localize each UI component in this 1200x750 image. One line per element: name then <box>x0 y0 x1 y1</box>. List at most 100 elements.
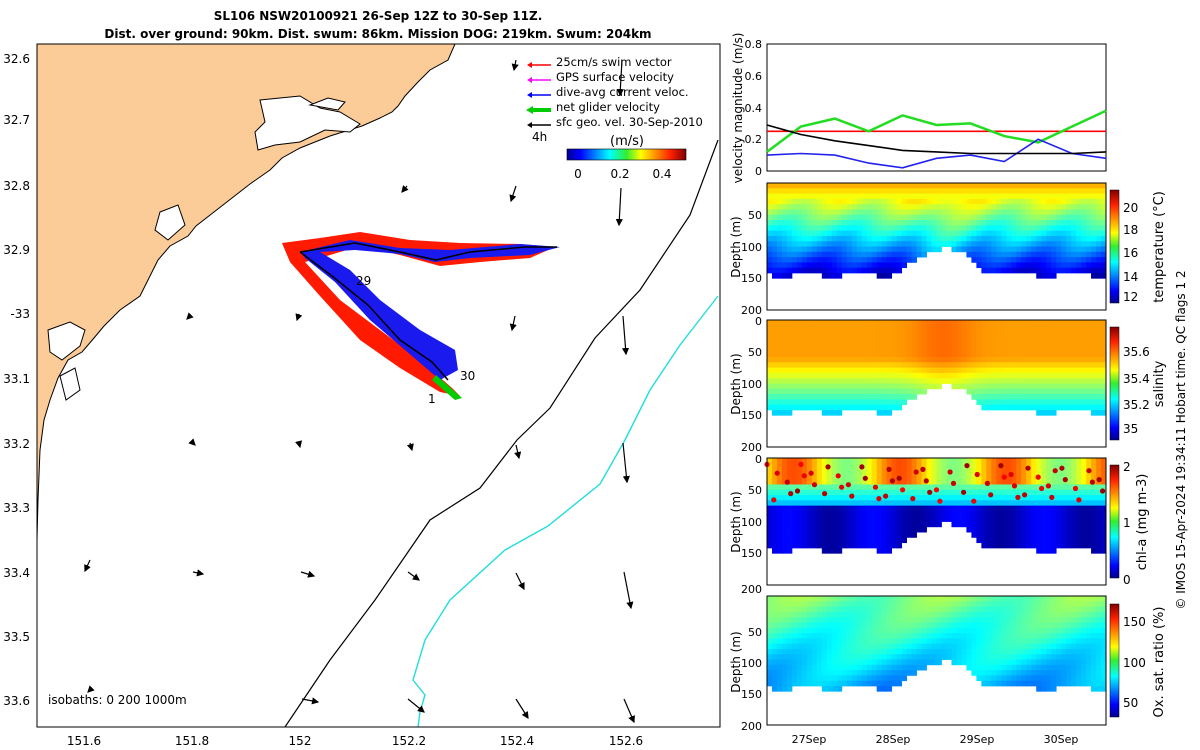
section-cell <box>1061 394 1067 400</box>
section-cell <box>891 526 898 533</box>
section-cell <box>1091 617 1097 623</box>
section-cell <box>826 330 833 337</box>
section-cell <box>801 468 808 475</box>
section-cell <box>871 463 878 469</box>
section-cell <box>1086 516 1092 522</box>
section-cell <box>1031 267 1037 274</box>
section-cell <box>1041 193 1047 200</box>
section-cell <box>951 611 957 618</box>
section-cell <box>856 468 863 475</box>
section-cell <box>906 505 912 512</box>
section-cell <box>901 489 907 496</box>
section-cell <box>996 399 1002 406</box>
section-cell <box>1051 463 1057 469</box>
section-cell <box>821 547 828 554</box>
section-cell <box>796 357 803 363</box>
section-cell <box>891 510 898 517</box>
section-cell <box>771 188 778 194</box>
section-cell <box>841 643 848 650</box>
section-cell <box>851 532 858 538</box>
section-cell <box>1096 383 1102 390</box>
section-cell <box>786 214 793 221</box>
section-cell <box>767 362 773 369</box>
section-cell <box>826 204 833 210</box>
section-cell <box>896 351 903 358</box>
track-label-30: 30 <box>460 369 475 383</box>
depth-ytick: 50 <box>748 346 762 359</box>
section-cell <box>871 495 878 501</box>
section-cell <box>921 484 927 491</box>
section-cell <box>921 378 927 384</box>
section-cell <box>846 341 853 347</box>
section-cell <box>1046 241 1052 247</box>
section-cell <box>831 325 838 331</box>
section-cell <box>826 596 833 602</box>
section-cell <box>911 664 917 671</box>
section-cell <box>891 241 898 247</box>
section-cell <box>871 204 878 210</box>
section-cell <box>771 394 778 400</box>
section-cell <box>801 372 808 379</box>
section-cell <box>776 262 783 269</box>
section-cell <box>936 654 942 660</box>
section-cell <box>891 643 898 650</box>
section-cell <box>786 526 793 533</box>
section-cell <box>771 458 778 464</box>
section-cell <box>926 204 932 210</box>
section-cell <box>1031 183 1037 189</box>
section-cell <box>906 596 912 602</box>
section-cell <box>806 654 813 660</box>
section-cell <box>901 335 907 342</box>
section-cell <box>956 611 962 618</box>
section-cell <box>906 479 912 485</box>
section-cell <box>826 680 833 687</box>
section-cell <box>791 537 798 544</box>
section-cell <box>1071 220 1077 226</box>
section-cell <box>886 320 893 326</box>
section-cell <box>767 468 773 475</box>
section-cell <box>1036 463 1042 469</box>
section-cell <box>851 654 858 660</box>
section-cell <box>986 257 992 263</box>
section-cell <box>961 510 967 517</box>
section-cell <box>816 606 823 613</box>
section-cell <box>1086 183 1092 189</box>
section-cell <box>1071 606 1077 613</box>
section-cell <box>1081 267 1087 274</box>
section-cell <box>936 463 942 469</box>
section-cell <box>801 351 808 358</box>
section-cell <box>1016 542 1022 549</box>
section-cell <box>866 611 873 618</box>
section-cell <box>906 495 912 501</box>
section-cell <box>1016 505 1022 512</box>
section-cell <box>906 230 912 237</box>
section-cell <box>1051 362 1057 369</box>
section-cell <box>831 654 838 660</box>
section-cell <box>846 330 853 337</box>
section-cell <box>881 484 888 491</box>
section-cell <box>841 399 848 406</box>
section-cell <box>1086 458 1092 464</box>
section-cell <box>1016 214 1022 221</box>
section-cell <box>821 664 828 671</box>
section-cell <box>836 648 843 655</box>
section-cell <box>1021 346 1027 353</box>
section-cell <box>1006 648 1012 655</box>
section-cell <box>1086 325 1092 331</box>
section-cell <box>971 320 977 326</box>
section-cell <box>951 346 957 353</box>
chlorophyll-sample <box>883 493 889 499</box>
section-cell <box>981 510 987 517</box>
section-cell <box>1046 272 1052 279</box>
section-cell <box>791 473 798 480</box>
section-cell <box>881 188 888 194</box>
section-cell <box>791 362 798 369</box>
section-cell <box>956 473 962 480</box>
oxygen-field <box>767 596 1107 723</box>
section-cell <box>936 617 942 623</box>
section-cell <box>881 633 888 639</box>
section-cell <box>856 606 863 613</box>
section-cell <box>841 383 848 390</box>
section-cell <box>1041 521 1047 528</box>
salinity-colorbar <box>1109 326 1120 441</box>
